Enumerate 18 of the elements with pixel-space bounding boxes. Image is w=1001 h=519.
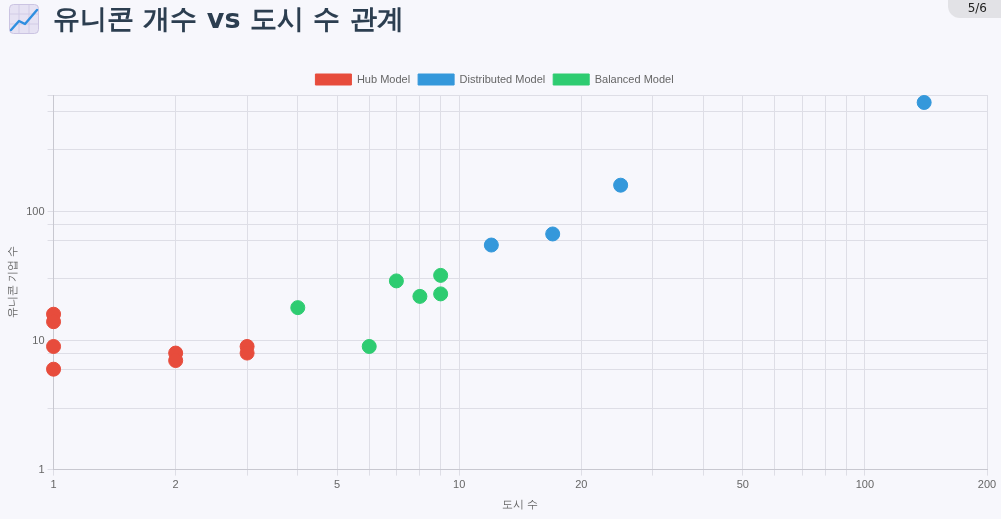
x-axis-title: 도시 수	[502, 498, 539, 511]
text: 5/6	[947, 0, 1001, 18]
x-tick-label: 20	[575, 478, 588, 491]
x-tick-label: 200	[977, 478, 997, 491]
y-tick-label: 100	[26, 204, 45, 217]
y-tick-label: 10	[32, 333, 45, 346]
x-tick-label: 10	[453, 478, 466, 491]
x-tick-label: 100	[855, 478, 875, 491]
chart-title: 유니콘 개수 vs 도시 수 관계	[53, 2, 404, 36]
x-tick-label: 1	[50, 478, 57, 491]
y-axis-title: 유니콘 기업 수	[5, 246, 18, 319]
y-tick-label: 1	[38, 462, 45, 475]
x-tick-label: 5	[334, 478, 341, 491]
x-tick-label: 50	[736, 478, 749, 491]
x-tick-label: 2	[172, 478, 179, 491]
legend-label: Hub Model	[356, 72, 411, 85]
legend-label: Balanced Model	[594, 72, 674, 85]
legend-label: Distributed Model	[459, 72, 546, 85]
